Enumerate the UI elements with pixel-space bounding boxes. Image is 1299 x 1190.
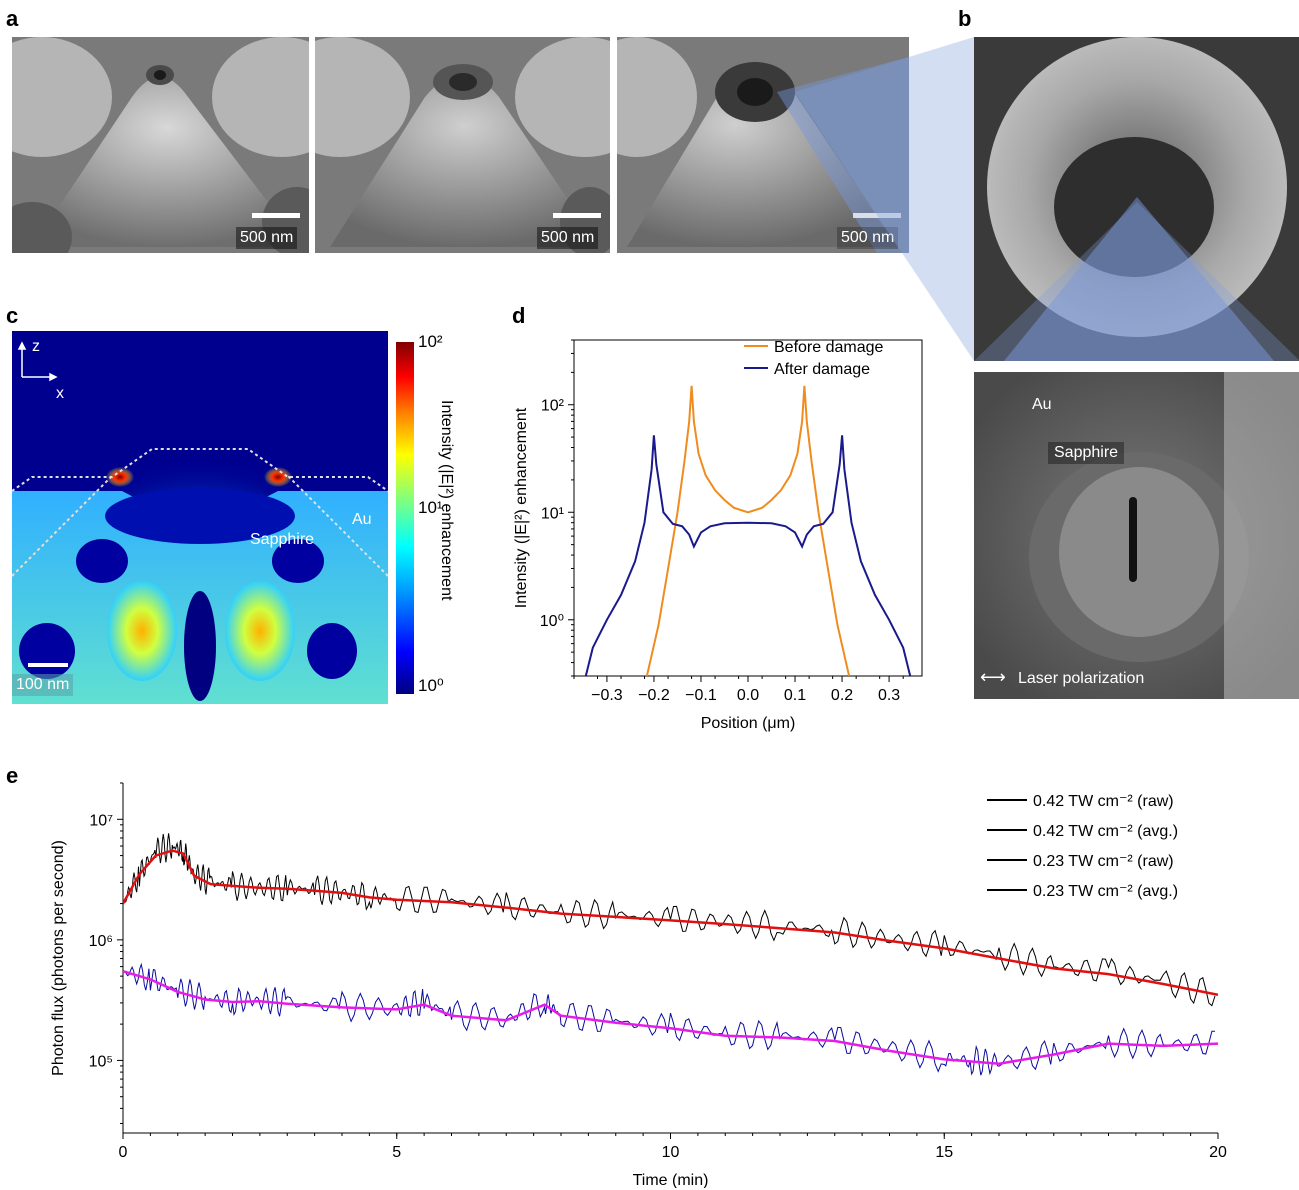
polarization-arrow-icon: ⟷: [980, 667, 1006, 687]
chart-e: 0 5 10 15 20 10⁵ 10⁶ 10⁷ Time (min) Photon flux (…: [50, 782, 1227, 1188]
plot-frame: [573, 339, 923, 677]
label-sapphire: Sapphire: [1048, 442, 1125, 464]
scale-bar-line: [853, 213, 901, 218]
scale-bar-line: [252, 213, 300, 218]
series-line: [645, 385, 851, 676]
colorbar-tick-top: 10²: [418, 332, 443, 351]
y-tick-label: 10⁶: [89, 933, 113, 950]
sem-image-3: 500 nm: [617, 37, 909, 253]
panel-label-b: b: [958, 6, 972, 31]
x-tick-label: 15: [935, 1144, 953, 1161]
legend-label: 0.23 TW cm⁻² (avg.): [1033, 883, 1178, 900]
x-tick-label: 0.0: [737, 687, 759, 704]
y-tick-label: 10⁰: [540, 613, 564, 630]
scale-bar-label: 500 nm: [537, 227, 599, 249]
label-laser-polarization: Laser polarization: [1018, 670, 1145, 687]
sem-image-1: 500 nm: [12, 37, 309, 253]
panel-label-c: c: [6, 303, 19, 328]
chart-d: −0.3 −0.2 −0.1 0.0 0.1 0.2 0.3 10⁰ 10¹ 10² Positio…: [513, 339, 923, 732]
x-tick-label: 10: [662, 1144, 680, 1161]
series-line: [123, 970, 1218, 1065]
x-tick-label: 5: [392, 1144, 401, 1161]
label-sapphire: Sapphire: [250, 531, 315, 548]
scale-bar-label: 100 nm: [12, 674, 74, 696]
axis-x-label: x: [56, 385, 64, 402]
series-line: [123, 849, 1218, 997]
x-tick-label: −0.3: [591, 687, 623, 704]
x-tick-label: 0.2: [831, 687, 853, 704]
y-tick-label: 10⁷: [89, 812, 113, 829]
x-tick-label: 0.1: [784, 687, 806, 704]
x-tick-label: 0.3: [878, 687, 900, 704]
colorbar: [396, 342, 414, 694]
sem-image-2: 500 nm: [315, 37, 610, 253]
scale-bar-line: [28, 663, 68, 667]
colorbar-label: Intensity (|E|²) enhancement: [438, 400, 455, 601]
y-tick-label: 10¹: [541, 505, 564, 522]
scale-bar-label: 500 nm: [837, 227, 899, 249]
x-tick-label: −0.2: [638, 687, 670, 704]
y-tick-label: 10²: [541, 398, 565, 415]
legend-label: 0.23 TW cm⁻² (raw): [1033, 853, 1174, 870]
legend-label: 0.42 TW cm⁻² (avg.): [1033, 823, 1178, 840]
label-au: Au: [352, 511, 372, 528]
legend-label: 0.42 TW cm⁻² (raw): [1033, 793, 1174, 810]
colorbar-tick-bottom: 10⁰: [418, 676, 444, 695]
axis-z-label: z: [32, 338, 40, 355]
sem-zoom-top: [974, 37, 1299, 361]
sem-zoom-bottom: Au Sapphire ⟷ Laser polarization: [974, 372, 1299, 699]
panel-label-a: a: [6, 6, 19, 31]
x-axis-label: Position (μm): [701, 715, 796, 732]
x-tick-label: 0: [119, 1144, 128, 1161]
legend-label: Before damage: [774, 339, 884, 356]
field-map: z x Au Sapphire 100 nm: [12, 331, 388, 704]
y-axis-label: Intensity (|E|²) enhancement: [513, 407, 530, 608]
x-axis-label: Time (min): [633, 1172, 709, 1188]
scale-bar-line: [553, 213, 601, 218]
series-line: [123, 962, 1215, 1076]
panel-label-e: e: [6, 763, 19, 788]
y-axis-label: Photon flux (photons per second): [50, 840, 67, 1076]
scale-bar-label: 500 nm: [236, 227, 298, 249]
zoom-connector: [795, 37, 1299, 361]
label-au: Au: [1032, 396, 1052, 413]
x-tick-label: 20: [1209, 1144, 1227, 1161]
panel-label-d: d: [512, 303, 526, 328]
y-tick-label: 10⁵: [89, 1053, 113, 1070]
colorbar-tick-mid: 10¹: [418, 498, 443, 517]
x-tick-label: −0.1: [685, 687, 717, 704]
legend-label: After damage: [774, 361, 870, 378]
series-line: [584, 435, 912, 676]
